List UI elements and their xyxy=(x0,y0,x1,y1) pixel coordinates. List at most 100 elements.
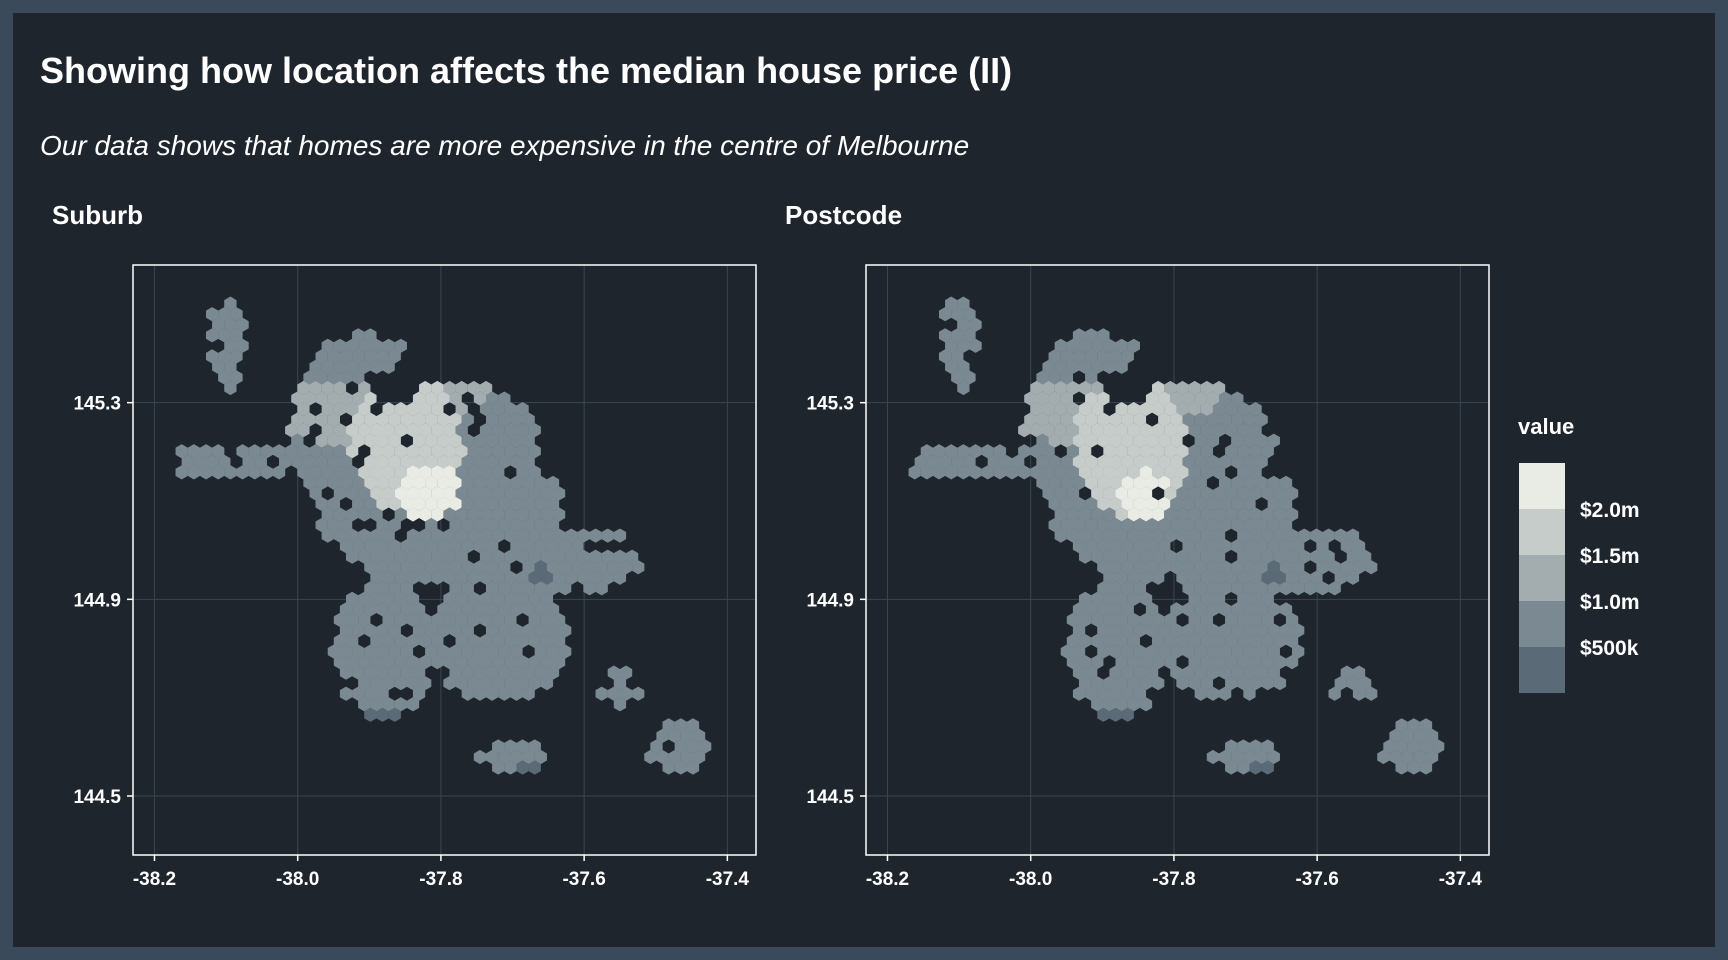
hex-bin xyxy=(1158,433,1171,448)
hex-bin xyxy=(461,623,474,638)
hex-bin xyxy=(1091,423,1104,438)
hex-bin xyxy=(1255,475,1268,490)
hex-bin xyxy=(1218,644,1232,659)
hex-bin xyxy=(1218,517,1232,533)
hex-bin xyxy=(406,633,420,649)
hex-bin xyxy=(1085,391,1098,406)
hex-bin xyxy=(1225,760,1238,775)
hex-bin xyxy=(1188,655,1201,670)
hex-bin xyxy=(1127,570,1140,585)
hex-bin xyxy=(382,633,395,649)
hex-bin xyxy=(358,423,371,438)
hex-bin xyxy=(1133,665,1147,680)
hex-bin xyxy=(1194,665,1207,680)
hex-bin xyxy=(1127,507,1140,522)
hex-bin xyxy=(1158,517,1171,533)
hex-bin xyxy=(516,423,529,438)
hex-bin xyxy=(504,591,517,606)
hex-bin xyxy=(583,560,596,575)
hex-bin xyxy=(1048,412,1061,427)
hex-bin xyxy=(1048,517,1061,533)
hex-bin xyxy=(559,560,572,575)
hex-bin xyxy=(1352,539,1366,554)
hex-bin xyxy=(492,633,505,649)
hex-bin xyxy=(376,623,389,638)
hex-bin xyxy=(333,486,347,501)
hex-bin xyxy=(552,549,566,564)
hex-bin xyxy=(437,496,450,512)
hex-bin xyxy=(193,454,207,469)
hex-bin xyxy=(1170,665,1183,680)
hex-bin xyxy=(1218,602,1232,617)
hex-bin xyxy=(370,507,383,522)
hex-bin xyxy=(370,528,383,543)
hex-bin xyxy=(504,612,517,628)
hex-bin xyxy=(1279,475,1293,490)
hex-bin xyxy=(951,307,964,322)
hex-bin xyxy=(1127,612,1140,628)
y-tick-label: 144.9 xyxy=(73,590,121,611)
hex-bin xyxy=(443,528,456,543)
hex-bin xyxy=(1127,338,1140,353)
hex-bin xyxy=(1048,454,1061,469)
hex-bin xyxy=(504,676,517,691)
hex-bin xyxy=(224,296,237,311)
hex-bin xyxy=(376,581,389,596)
hex-bin xyxy=(1036,433,1049,448)
hex-bin xyxy=(479,549,493,564)
hex-bin xyxy=(388,496,401,512)
hex-bin xyxy=(1310,549,1323,564)
hex-bin xyxy=(522,454,535,469)
hex-bin xyxy=(613,570,627,585)
hex-bin xyxy=(1255,560,1268,575)
hex-bin xyxy=(382,591,395,606)
y-tick-label: 144.5 xyxy=(73,787,121,808)
hex-bin xyxy=(945,465,958,480)
hex-bin xyxy=(528,423,541,438)
hex-bin xyxy=(406,697,420,712)
hex-bin xyxy=(1407,718,1420,733)
hex-bin xyxy=(1231,749,1244,765)
hex-bin xyxy=(467,444,481,459)
hex-bin xyxy=(485,560,499,575)
hex-bin xyxy=(1212,549,1226,564)
hex-bin xyxy=(1164,444,1177,459)
hex-bin xyxy=(394,423,407,438)
hex-bin xyxy=(1054,507,1067,522)
hex-bin xyxy=(1231,454,1244,469)
hex-bin xyxy=(534,602,547,617)
hex-bin xyxy=(1298,570,1311,585)
hex-bin xyxy=(345,338,359,353)
hex-bin xyxy=(1200,486,1214,501)
hex-bin xyxy=(981,444,994,459)
hex-bin xyxy=(680,749,694,765)
hex-bin xyxy=(382,612,395,628)
hex-bin xyxy=(345,423,359,438)
hex-bin xyxy=(1133,496,1147,512)
hex-bin xyxy=(522,539,535,554)
hex-bin xyxy=(1255,454,1268,469)
hex-bin xyxy=(1145,496,1159,512)
hex-bin xyxy=(1097,454,1110,469)
hex-bin xyxy=(473,391,487,406)
hex-bin xyxy=(1383,739,1396,754)
hex-bin xyxy=(1267,517,1280,533)
hex-bin xyxy=(352,391,365,406)
hex-bin xyxy=(1328,686,1341,701)
hex-bin xyxy=(1255,517,1268,533)
hex-bin xyxy=(425,475,438,490)
hex-bin xyxy=(492,612,505,628)
hex-bin xyxy=(376,475,389,490)
hex-bin xyxy=(644,749,657,765)
x-tick-label: -37.4 xyxy=(1439,869,1483,890)
hex-bin xyxy=(1085,412,1098,427)
hex-bin xyxy=(376,454,389,469)
hex-bin xyxy=(510,623,523,638)
x-tick-label: -37.4 xyxy=(706,869,750,890)
hex-bin xyxy=(1115,465,1128,480)
hex-bin xyxy=(364,581,377,596)
hex-bin xyxy=(1237,423,1250,438)
hex-bin xyxy=(1066,338,1080,353)
hex-bin xyxy=(1292,581,1305,596)
hex-bin xyxy=(394,549,407,564)
